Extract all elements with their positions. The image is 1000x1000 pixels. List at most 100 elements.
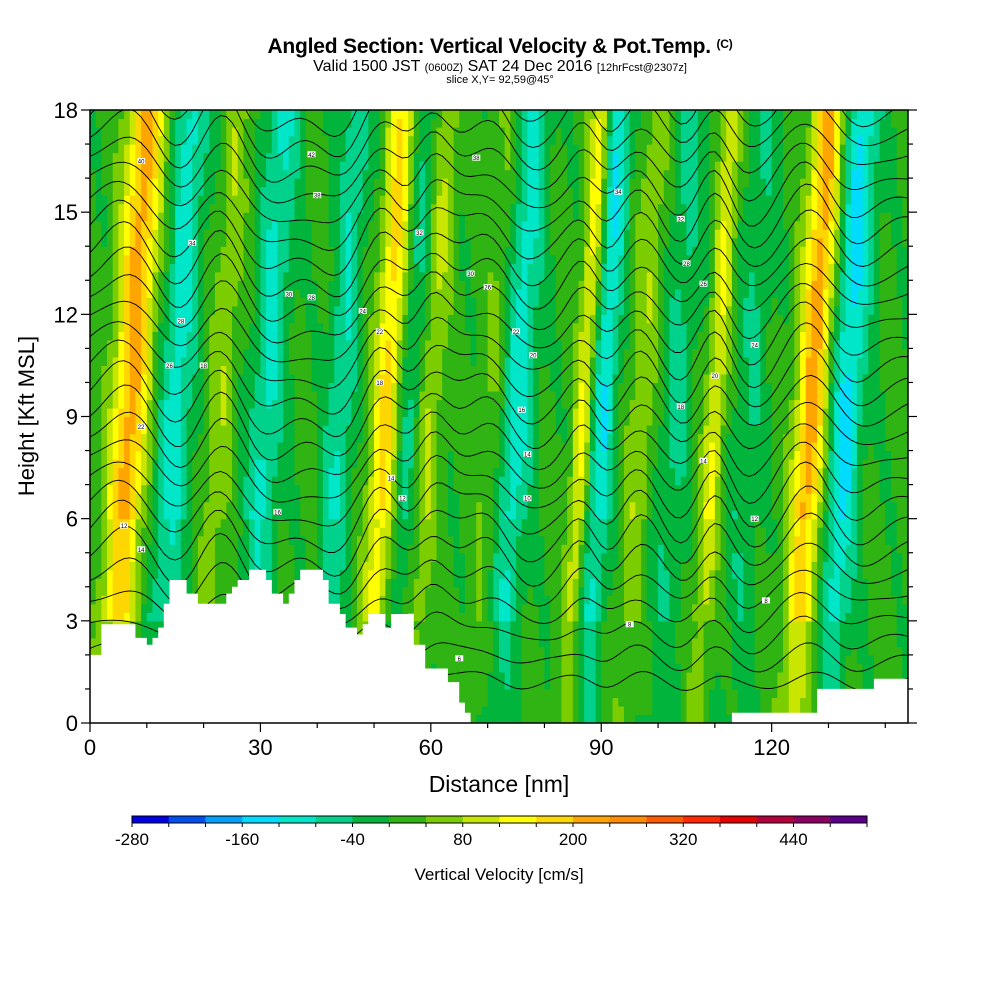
- velocity-cell: [135, 484, 142, 494]
- velocity-cell: [300, 510, 307, 520]
- velocity-cell: [322, 373, 330, 384]
- velocity-cell: [459, 339, 466, 349]
- velocity-cell: [408, 390, 415, 401]
- velocity-cell: [385, 620, 392, 630]
- velocity-cell: [402, 110, 409, 120]
- velocity-cell: [430, 586, 438, 596]
- velocity-cell: [294, 195, 301, 205]
- velocity-cell: [294, 212, 301, 222]
- velocity-cell: [470, 714, 477, 723]
- velocity-cell: [368, 297, 375, 307]
- velocity-cell: [351, 586, 358, 596]
- velocity-cell: [90, 237, 97, 247]
- velocity-cell: [266, 271, 273, 281]
- velocity-cell: [146, 518, 154, 528]
- velocity-cell: [237, 305, 244, 315]
- velocity-cell: [107, 297, 114, 307]
- velocity-cell: [271, 203, 279, 213]
- velocity-cell: [328, 237, 335, 247]
- velocity-cell: [339, 178, 347, 188]
- velocity-cell: [169, 263, 176, 273]
- velocity-cell: [163, 433, 171, 443]
- velocity-cell: [129, 459, 137, 469]
- velocity-cell: [163, 373, 171, 384]
- velocity-cell: [237, 314, 244, 324]
- velocity-cell: [163, 365, 171, 375]
- velocity-cell: [175, 382, 182, 392]
- velocity-cell: [442, 152, 449, 162]
- velocity-cell: [237, 178, 244, 188]
- velocity-cell: [317, 195, 324, 205]
- velocity-cell: [413, 356, 421, 367]
- velocity-cell: [197, 288, 205, 298]
- velocity-cell: [214, 110, 222, 120]
- velocity-cell: [476, 195, 483, 205]
- velocity-cell: [124, 237, 131, 247]
- velocity-cell: [203, 246, 210, 256]
- velocity-cell: [311, 535, 318, 545]
- velocity-cell: [152, 220, 159, 230]
- velocity-cell: [169, 450, 176, 460]
- velocity-cell: [453, 586, 460, 596]
- velocity-cell: [288, 442, 296, 452]
- velocity-cell: [175, 305, 182, 315]
- velocity-cell: [470, 629, 477, 639]
- velocity-cell: [260, 442, 267, 452]
- velocity-cell: [322, 237, 330, 247]
- velocity-cell: [192, 373, 199, 384]
- velocity-cell: [379, 322, 386, 332]
- velocity-cell: [294, 535, 301, 545]
- velocity-cell: [385, 127, 392, 137]
- velocity-cell: [249, 322, 256, 332]
- velocity-cell: [214, 203, 222, 213]
- velocity-cell: [135, 390, 142, 401]
- velocity-cell: [232, 203, 239, 213]
- velocity-cell: [288, 586, 296, 596]
- velocity-cell: [436, 535, 443, 545]
- velocity-cell: [152, 212, 159, 222]
- velocity-cell: [214, 544, 222, 554]
- velocity-cell: [476, 416, 483, 426]
- velocity-cell: [192, 288, 199, 298]
- velocity-cell: [391, 288, 398, 298]
- velocity-cell: [436, 612, 443, 622]
- velocity-cell: [368, 552, 375, 562]
- velocity-cell: [430, 459, 438, 469]
- velocity-cell: [396, 450, 404, 460]
- velocity-cell: [368, 110, 375, 120]
- velocity-cell: [226, 442, 233, 452]
- velocity-cell: [425, 356, 432, 367]
- velocity-cell: [442, 612, 449, 622]
- velocity-cell: [339, 254, 347, 264]
- velocity-cell: [453, 561, 460, 571]
- velocity-cell: [152, 288, 159, 298]
- velocity-cell: [328, 450, 335, 460]
- velocity-cell: [470, 373, 477, 384]
- velocity-cell: [334, 288, 341, 298]
- velocity-cell: [328, 527, 335, 537]
- velocity-cell: [226, 229, 233, 239]
- velocity-cell: [271, 450, 279, 460]
- velocity-cell: [419, 629, 426, 639]
- velocity-cell: [158, 348, 165, 358]
- velocity-cell: [169, 501, 176, 511]
- velocity-cell: [374, 356, 381, 367]
- velocity-cell: [158, 433, 165, 443]
- velocity-cell: [163, 390, 171, 401]
- velocity-cell: [180, 544, 188, 554]
- velocity-cell: [112, 578, 119, 588]
- velocity-cell: [459, 399, 466, 409]
- velocity-cell: [351, 161, 358, 171]
- velocity-cell: [283, 382, 290, 392]
- velocity-cell: [311, 433, 318, 443]
- velocity-cell: [141, 152, 148, 162]
- velocity-cell: [266, 331, 273, 341]
- velocity-cell: [408, 271, 415, 281]
- velocity-cell: [249, 348, 256, 358]
- velocity-cell: [470, 578, 477, 588]
- velocity-cell: [379, 356, 386, 367]
- velocity-cell: [391, 280, 398, 290]
- velocity-cell: [220, 450, 227, 460]
- velocity-cell: [277, 169, 284, 179]
- velocity-cell: [152, 246, 159, 256]
